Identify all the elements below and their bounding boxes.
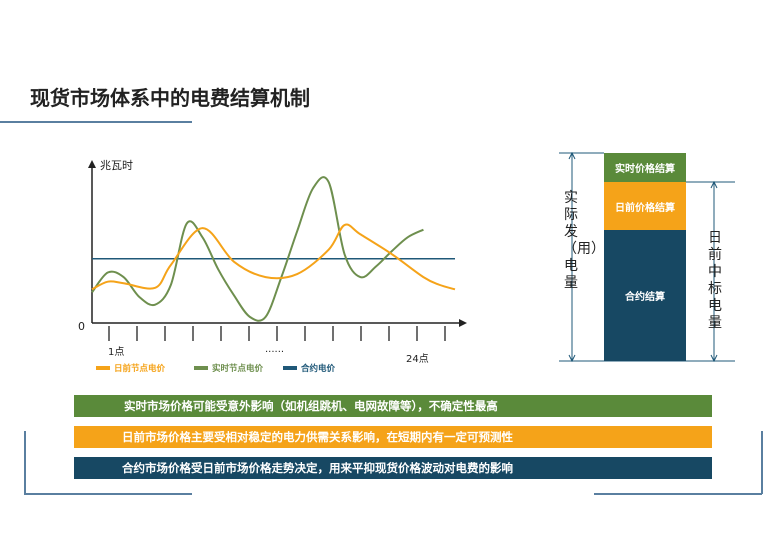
frame-corner-right — [761, 431, 763, 494]
x-tick-label: 1点 — [108, 346, 124, 358]
origin-label: 0 — [78, 320, 85, 333]
note-dayahead: 日前市场价格主要受相对稳定的电力供需关系影响，在短期内有一定可预测性 — [74, 426, 712, 448]
legend-label: 合约电价 — [300, 363, 336, 374]
stack-segment-contract: 合约结算 — [604, 230, 686, 361]
frame-corner-left — [24, 431, 26, 494]
dim-actual-head-bottom — [568, 354, 576, 363]
x-axis-arrow — [459, 319, 467, 327]
dim-actual-head-top — [568, 151, 576, 160]
frame-corner-bottom-left — [24, 493, 192, 495]
title-underline — [0, 121, 192, 123]
legend-label: 日前节点电价 — [114, 363, 166, 374]
series-line-0 — [91, 223, 456, 291]
page-title: 现货市场体系中的电费结算机制 — [30, 86, 310, 110]
stack-right-label: 日前中标电量 — [708, 230, 722, 331]
note-contract: 合约市场价格受日前市场价格走势决定，用来平抑现货价格波动对电费的影响 — [74, 457, 712, 479]
stack-segment-dayahead: 日前价格结算 — [604, 182, 686, 230]
legend-swatch — [194, 366, 208, 370]
y-axis-label: 兆瓦时 — [100, 159, 133, 172]
dim-dayahead-head-top — [710, 180, 718, 189]
frame-corner-bottom-right — [594, 493, 762, 495]
legend-label: 实时节点电价 — [212, 363, 264, 374]
series-line-1 — [91, 176, 424, 322]
x-tick-label: ...... — [265, 344, 284, 355]
x-tick-label: 24点 — [406, 353, 429, 365]
dim-dayahead-head-bottom — [710, 354, 718, 363]
stack-segment-realtime: 实时价格结算 — [604, 153, 686, 182]
note-realtime: 实时市场价格可能受意外影响（如机组跳机、电网故障等），不确定性最高 — [74, 395, 712, 417]
y-axis-arrow — [88, 160, 96, 168]
stack-left-label: 实际发（用）电量 — [563, 190, 605, 291]
legend-swatch — [96, 366, 110, 370]
legend-swatch — [283, 366, 297, 370]
